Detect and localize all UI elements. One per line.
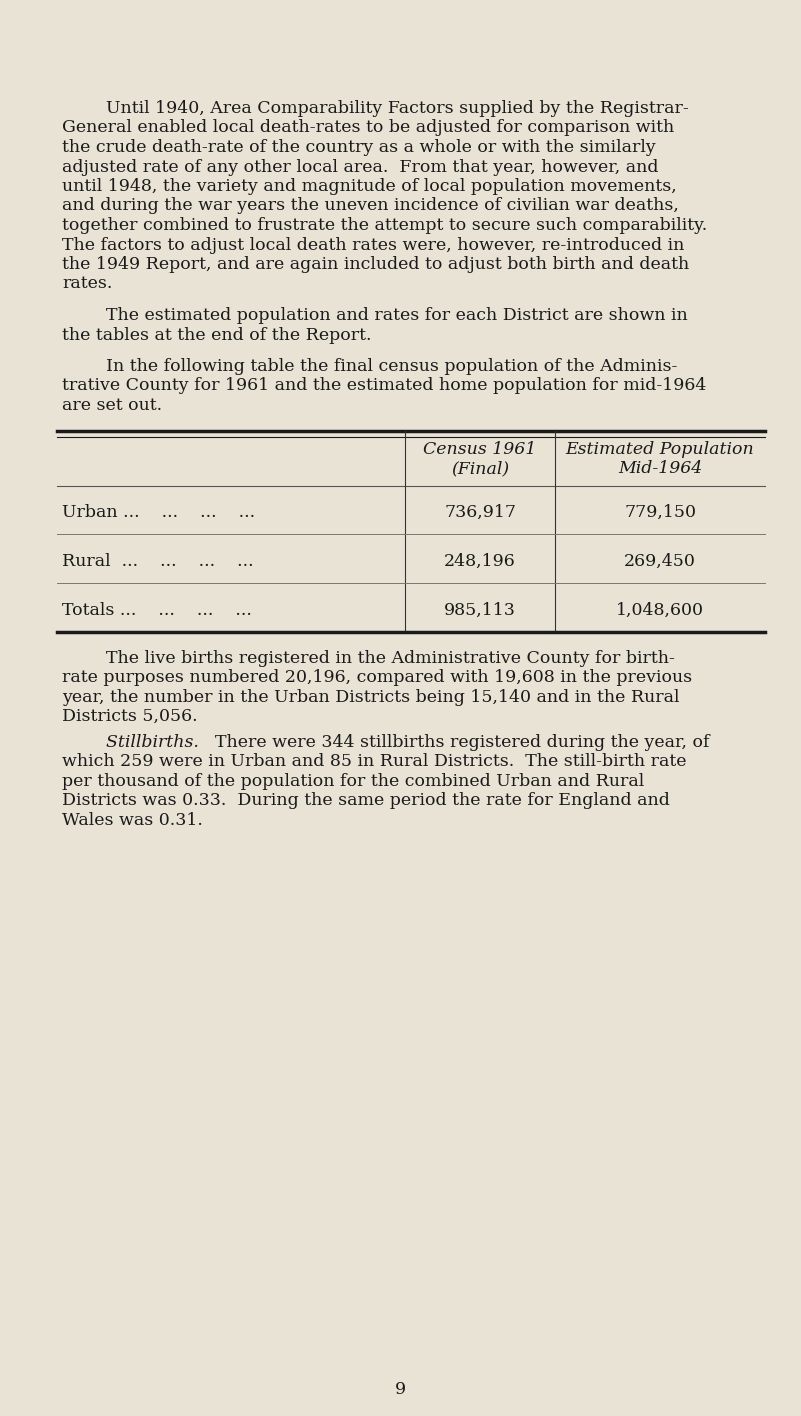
Text: In the following table the final census population of the Adminis-: In the following table the final census … xyxy=(62,358,678,375)
Text: Stillbirths.: Stillbirths. xyxy=(62,733,199,750)
Text: Urban ...    ...    ...    ...: Urban ... ... ... ... xyxy=(62,504,256,521)
Text: 269,450: 269,450 xyxy=(624,552,696,569)
Text: The live births registered in the Administrative County for birth-: The live births registered in the Admini… xyxy=(62,650,675,667)
Text: 985,113: 985,113 xyxy=(444,602,516,619)
Text: Mid-1964: Mid-1964 xyxy=(618,460,702,477)
Text: adjusted rate of any other local area.  From that year, however, and: adjusted rate of any other local area. F… xyxy=(62,159,658,176)
Text: rate purposes numbered 20,196, compared with 19,608 in the previous: rate purposes numbered 20,196, compared … xyxy=(62,670,692,687)
Text: trative County for 1961 and the estimated home population for mid-1964: trative County for 1961 and the estimate… xyxy=(62,378,706,395)
Text: Districts 5,056.: Districts 5,056. xyxy=(62,708,198,725)
Bar xyxy=(57,430,770,486)
Text: the crude death-rate of the country as a whole or with the similarly: the crude death-rate of the country as a… xyxy=(62,139,656,156)
Text: Totals ...    ...    ...    ...: Totals ... ... ... ... xyxy=(62,602,252,619)
Text: General enabled local death-rates to be adjusted for comparison with: General enabled local death-rates to be … xyxy=(62,119,674,136)
Text: the tables at the end of the Report.: the tables at the end of the Report. xyxy=(62,327,372,344)
Text: rates.: rates. xyxy=(62,276,112,293)
Text: 248,196: 248,196 xyxy=(444,552,516,569)
Text: Districts was 0.33.  During the same period the rate for England and: Districts was 0.33. During the same peri… xyxy=(62,792,670,810)
Text: 779,150: 779,150 xyxy=(624,504,696,521)
Text: Rural  ...    ...    ...    ...: Rural ... ... ... ... xyxy=(62,552,254,569)
Text: The factors to adjust local death rates were, however, re-introduced in: The factors to adjust local death rates … xyxy=(62,236,684,253)
Text: together combined to frustrate the attempt to secure such comparability.: together combined to frustrate the attem… xyxy=(62,217,707,234)
Text: 9: 9 xyxy=(395,1381,406,1398)
Text: Until 1940, Area Comparability Factors supplied by the Registrar-: Until 1940, Area Comparability Factors s… xyxy=(62,101,689,118)
Text: The estimated population and rates for each District are shown in: The estimated population and rates for e… xyxy=(62,307,688,324)
Text: 1,048,600: 1,048,600 xyxy=(616,602,704,619)
Text: until 1948, the variety and magnitude of local population movements,: until 1948, the variety and magnitude of… xyxy=(62,178,677,195)
Text: the 1949 Report, and are again included to adjust both birth and death: the 1949 Report, and are again included … xyxy=(62,256,689,273)
Text: which 259 were in Urban and 85 in Rural Districts.  The still-birth rate: which 259 were in Urban and 85 in Rural … xyxy=(62,753,686,770)
Text: 736,917: 736,917 xyxy=(444,504,516,521)
Text: year, the number in the Urban Districts being 15,140 and in the Rural: year, the number in the Urban Districts … xyxy=(62,688,679,705)
Text: Estimated Population: Estimated Population xyxy=(566,440,755,457)
Text: Wales was 0.31.: Wales was 0.31. xyxy=(62,811,203,828)
Text: and during the war years the uneven incidence of civilian war deaths,: and during the war years the uneven inci… xyxy=(62,197,679,214)
Text: There were 344 stillbirths registered during the year, of: There were 344 stillbirths registered du… xyxy=(204,733,710,750)
Text: Census 1961: Census 1961 xyxy=(424,440,537,457)
Text: (Final): (Final) xyxy=(451,460,509,477)
Text: per thousand of the population for the combined Urban and Rural: per thousand of the population for the c… xyxy=(62,773,644,790)
Text: are set out.: are set out. xyxy=(62,396,162,413)
